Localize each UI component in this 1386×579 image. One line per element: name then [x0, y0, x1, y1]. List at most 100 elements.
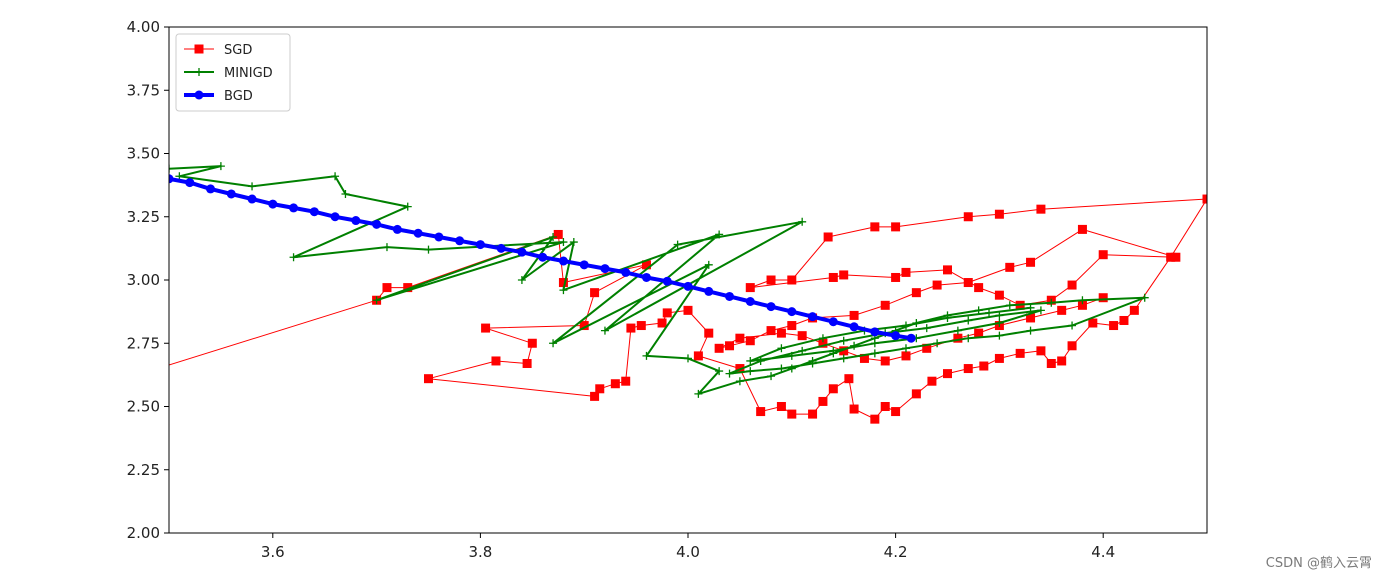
- sgd-point: [823, 232, 833, 242]
- legend-entry-minigd: MINIGD: [184, 66, 273, 81]
- sgd-point: [994, 353, 1004, 363]
- bgd-point: [870, 327, 880, 337]
- minigd-point: [549, 339, 558, 348]
- minigd-point: [798, 346, 807, 355]
- bgd-point: [206, 184, 216, 194]
- sgd-point: [382, 283, 392, 293]
- minigd-point: [756, 356, 765, 365]
- minigd-point: [1140, 293, 1149, 302]
- sgd-point: [1026, 313, 1036, 323]
- sgd-point: [787, 275, 797, 285]
- bgd-point: [392, 224, 402, 234]
- minigd-point: [995, 311, 1004, 320]
- sgd-point: [818, 338, 828, 348]
- bgd-point: [579, 260, 589, 270]
- minigd-point: [767, 372, 776, 381]
- sgd-point: [880, 402, 890, 411]
- minigd-point: [559, 286, 568, 295]
- sgd-point: [527, 338, 537, 348]
- watermark: CSDN @鹤入云霄: [1265, 556, 1372, 571]
- minigd-point: [829, 346, 838, 355]
- minigd-point: [933, 339, 942, 348]
- minigd-point: [777, 344, 786, 353]
- bgd-point: [621, 267, 631, 277]
- sgd-point: [994, 209, 1004, 219]
- sgd-point: [745, 336, 755, 346]
- bgd-point: [558, 256, 568, 266]
- y-tick-label: 3.75: [127, 81, 160, 99]
- sgd-point: [641, 260, 651, 270]
- minigd-point: [642, 351, 651, 360]
- sgd-point: [704, 328, 714, 338]
- x-tick-label: 4.4: [1091, 543, 1115, 561]
- sgd-point: [558, 278, 568, 288]
- sgd-point: [911, 389, 921, 399]
- sgd-point: [662, 308, 672, 318]
- sgd-point: [932, 280, 942, 290]
- bgd-point: [906, 333, 916, 343]
- sgd-point: [595, 384, 605, 394]
- bgd-point: [434, 232, 444, 242]
- bgd-series: [169, 174, 916, 343]
- sgd-point: [714, 343, 724, 353]
- sgd-point: [1005, 262, 1015, 272]
- minigd-point: [808, 359, 817, 368]
- sgd-point: [963, 364, 973, 374]
- sgd-point: [1036, 346, 1046, 356]
- bgd-point: [538, 252, 548, 262]
- bgd-point: [351, 216, 361, 226]
- sgd-point: [787, 321, 797, 331]
- bgd-point: [455, 236, 465, 246]
- sgd-point: [657, 318, 667, 328]
- minigd-point: [787, 364, 796, 373]
- sgd-point: [766, 275, 776, 285]
- sgd-point: [636, 321, 646, 331]
- sgd-point: [113, 377, 122, 386]
- minigd-point: [964, 316, 973, 325]
- y-tick-label: 4.00: [127, 18, 160, 36]
- sgd-point: [725, 341, 735, 351]
- sgd-point: [828, 384, 838, 394]
- sgd-point: [1067, 280, 1077, 290]
- bgd-point: [289, 203, 299, 213]
- sgd-point: [522, 358, 532, 368]
- minigd-point: [974, 306, 983, 315]
- sgd-point: [1057, 356, 1067, 366]
- minigd-point: [569, 238, 578, 247]
- minigd-point: [1078, 296, 1087, 305]
- plot-area: [169, 27, 1207, 533]
- minigd-point: [912, 319, 921, 328]
- sgd-point: [1098, 250, 1108, 260]
- legend-label: SGD: [224, 43, 252, 58]
- minigd-point: [549, 232, 558, 241]
- x-tick-label: 4.0: [676, 543, 700, 561]
- minigd-point: [746, 356, 755, 365]
- minigd-point: [372, 296, 381, 305]
- minigd-point: [746, 367, 755, 376]
- minigd-point: [1005, 301, 1014, 310]
- bgd-point: [683, 281, 693, 291]
- minigd-point: [1026, 326, 1035, 335]
- sgd-point: [974, 328, 984, 338]
- sgd-point: [553, 229, 563, 239]
- x-axis: 3.6 3.8 4.0 4.2 4.4: [261, 533, 1115, 561]
- sgd-point: [911, 288, 921, 298]
- sgd-point: [403, 283, 413, 293]
- sgd-point: [870, 222, 880, 232]
- bgd-point: [517, 247, 527, 257]
- bgd-point: [766, 302, 776, 312]
- sgd-point: [590, 391, 600, 401]
- minigd-point: [953, 326, 962, 335]
- sgd-point: [481, 323, 491, 333]
- y-tick-label: 2.75: [127, 334, 160, 352]
- sgd-point: [839, 270, 849, 280]
- sgd-point: [1067, 341, 1077, 351]
- legend-swatch-marker: [194, 90, 204, 100]
- minigd-point: [995, 331, 1004, 340]
- legend-entry-sgd: SGD: [184, 43, 252, 58]
- sgd-point: [953, 333, 963, 343]
- sgd-point: [626, 323, 636, 333]
- sgd-point: [491, 356, 501, 366]
- minigd-point: [777, 364, 786, 373]
- bgd-point: [372, 219, 382, 229]
